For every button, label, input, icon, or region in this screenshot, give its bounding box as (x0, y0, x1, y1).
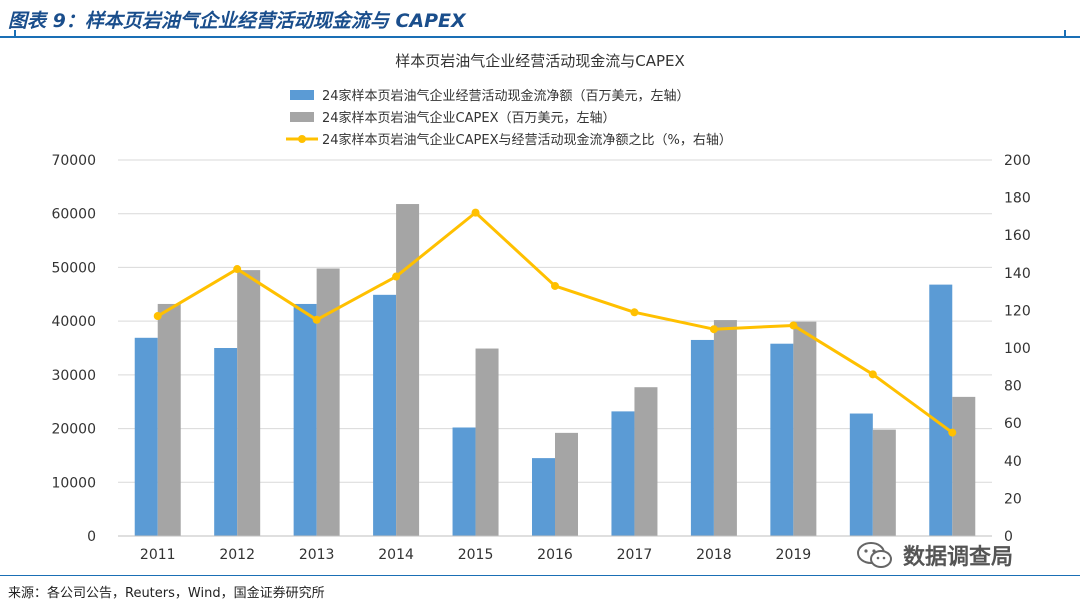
y-left-tick-label: 40000 (51, 314, 96, 330)
y-right-tick-label: 0 (1004, 529, 1013, 545)
y-left-tick-label: 0 (87, 529, 96, 545)
y-right-tick-label: 40 (1004, 454, 1022, 470)
y-left-tick-label: 60000 (51, 207, 96, 223)
footer-rule (0, 575, 1080, 576)
bar-capex (475, 348, 499, 536)
x-tick-label: 2018 (696, 547, 732, 563)
bar-cashflow (214, 348, 238, 536)
bar-capex (793, 321, 817, 536)
x-tick-label: 2012 (219, 547, 255, 563)
bar-cashflow (849, 413, 873, 536)
watermark: 数据调查局 (855, 538, 1013, 572)
bar-cashflow (452, 427, 476, 536)
bar-cashflow (929, 284, 953, 536)
ratio-point (789, 321, 798, 330)
x-tick-label: 2017 (617, 547, 653, 563)
legend-label-2: 24家样本页岩油气企业CAPEX（百万美元，左轴） (322, 110, 615, 126)
header-rule (0, 36, 1080, 38)
bar-cashflow (134, 337, 158, 536)
bar-capex (396, 204, 420, 536)
x-tick-label: 2011 (140, 547, 176, 563)
wechat-icon (857, 542, 892, 568)
ratio-line (156, 211, 954, 434)
y-right-tick-label: 100 (1004, 341, 1031, 357)
bar-capex (872, 429, 896, 536)
y-right-tick-label: 20 (1004, 491, 1022, 507)
ratio-point (551, 281, 559, 290)
y-right-tick-label: 140 (1004, 266, 1031, 282)
y-left-tick-label: 10000 (51, 475, 96, 491)
figure-header: 图表 9：样本页岩油气企业经营活动现金流与 CAPEX (0, 0, 1080, 38)
bar-cashflow (611, 411, 635, 536)
y-right-tick-label: 120 (1004, 303, 1031, 319)
x-tick-label: 2013 (299, 547, 335, 563)
bar-capex (157, 303, 181, 536)
y-left-tick-label: 20000 (51, 422, 96, 438)
x-tick-label: 2015 (458, 547, 494, 563)
legend-label-1: 24家样本页岩油气企业经营活动现金流净额（百万美元，左轴） (322, 88, 690, 104)
y-right-tick-label: 60 (1004, 416, 1022, 432)
chart-area: 样本页岩油气企业经营活动现金流与CAPEX 24家样本页岩油气企业经营活动现金流净… (0, 40, 1080, 574)
bar-capex (555, 432, 578, 536)
figure-label: 图表 9：样本页岩油气企业经营活动现金流与 CAPEX (8, 10, 466, 32)
y-right-tick-label: 160 (1004, 228, 1031, 244)
y-right-tick-label: 200 (1004, 153, 1031, 169)
y-right-tick-label: 80 (1004, 379, 1022, 395)
legend-marker-3 (298, 135, 306, 143)
legend-swatch-1 (290, 90, 314, 100)
header-tick-left (14, 30, 16, 38)
ratio-point (630, 308, 639, 317)
bar-cashflow (770, 343, 794, 536)
ratio-point (392, 272, 401, 281)
ratio-point (471, 208, 480, 217)
y-left-tick-label: 30000 (51, 368, 96, 384)
source-note: 来源：各公司公告，Reuters，Wind，国金证券研究所 (8, 586, 325, 601)
chart-svg: 样本页岩油气企业经营活动现金流与CAPEX 24家样本页岩油气企业经营活动现金流净… (51, 52, 1031, 563)
bar-cashflow (532, 458, 555, 536)
x-tick-label: 2016 (537, 547, 573, 563)
x-tick-label: 2019 (776, 547, 812, 563)
x-tick-label: 2014 (378, 547, 414, 563)
watermark-text: 数据调查局 (903, 545, 1014, 570)
bar-capex (713, 320, 737, 536)
ratio-point (233, 265, 242, 274)
bar-cashflow (373, 294, 397, 536)
ratio-point (948, 428, 957, 437)
bar-capex (316, 268, 340, 536)
y-right-tick-label: 180 (1004, 191, 1031, 207)
legend-label-3: 24家样本页岩油气企业CAPEX与经营活动现金流净额之比（%，右轴） (322, 132, 732, 148)
bar-capex (952, 396, 976, 536)
chart-title: 样本页岩油气企业经营活动现金流与CAPEX (395, 52, 685, 70)
bar-capex (237, 270, 261, 536)
header-tick-right (1064, 30, 1066, 38)
y-left-tick-label: 70000 (51, 153, 96, 169)
bar-cashflow (690, 339, 714, 536)
bar-cashflow (293, 303, 317, 536)
y-left-tick-label: 50000 (51, 260, 96, 276)
ratio-point (312, 315, 321, 324)
bar-capex (634, 387, 658, 536)
legend-swatch-2 (290, 112, 314, 122)
ratio-point (868, 370, 877, 379)
ratio-point (153, 312, 162, 321)
ratio-point (709, 325, 718, 334)
